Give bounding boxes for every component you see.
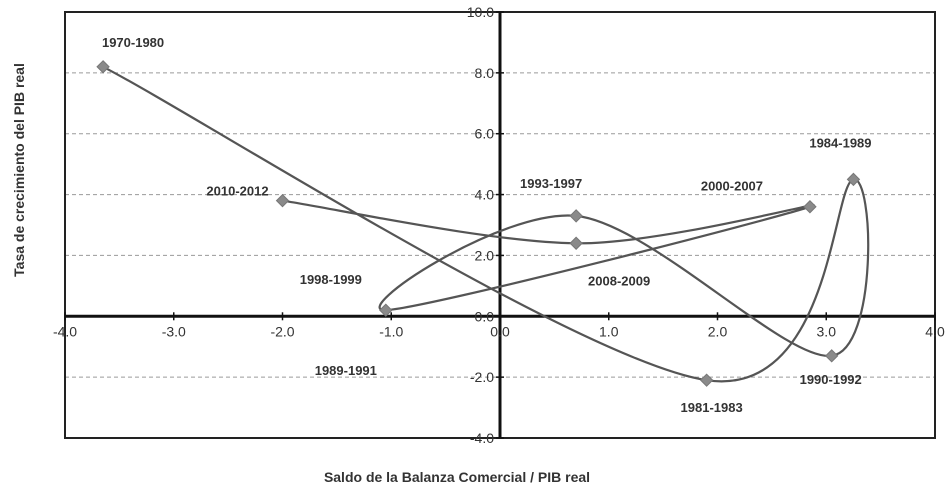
point-label: 1984-1989: [809, 135, 871, 150]
series-line: [102, 65, 870, 383]
data-point-marker: [824, 349, 839, 363]
x-tick-label: 0.0: [490, 323, 510, 339]
x-tick-label: -4.0: [53, 323, 77, 339]
point-label: 1970-1980: [102, 35, 164, 50]
x-tick-label: -1.0: [379, 323, 403, 339]
x-tick-label: -2.0: [270, 323, 294, 339]
data-point-marker: [569, 209, 583, 223]
point-label: 1981-1983: [681, 400, 743, 415]
x-tick-label: 1.0: [599, 323, 619, 339]
y-tick-labels: -4.0 -2.0 0.0 2.0 4.0 6.0 8.0 10.0: [467, 4, 494, 446]
point-labels: 1970-1980 1981-1983 1984-1989 1989-1991 1990…: [102, 35, 872, 415]
x-axis-title: Saldo de la Balanza Comercial / PIB real: [324, 469, 590, 485]
y-tick-label: 8.0: [475, 65, 495, 81]
data-point-marker: [699, 373, 714, 387]
point-label: 2010-2012: [206, 184, 268, 199]
y-tick-label: 6.0: [475, 126, 495, 142]
axes: [64, 11, 936, 439]
point-label: 1990-1992: [800, 372, 862, 387]
y-tick-label: -4.0: [470, 430, 494, 446]
y-tick-label: 4.0: [475, 187, 495, 203]
y-tick-label: -2.0: [470, 369, 494, 385]
x-tick-labels: -4.0 -3.0 -2.0 -1.0 0.0 1.0 2.0 3.0 4.0: [53, 323, 945, 339]
x-tick-label: 2.0: [708, 323, 728, 339]
point-label: 2008-2009: [588, 273, 650, 288]
data-point-marker: [569, 236, 583, 250]
data-point-marker: [803, 200, 817, 214]
x-tick-label: -3.0: [162, 323, 186, 339]
point-label: 1989-1991: [315, 363, 377, 378]
data-markers: [96, 60, 861, 387]
point-label: 2000-2007: [701, 179, 763, 194]
x-tick-label: 4.0: [925, 323, 945, 339]
series-curves: [102, 65, 870, 383]
y-tick-label: 0.0: [475, 308, 495, 324]
y-axis-title: Tasa de crecimiento del PIB real: [11, 63, 27, 277]
data-point-marker: [379, 303, 393, 317]
data-point-marker: [846, 172, 861, 187]
point-label: 1993-1997: [520, 176, 582, 191]
y-tick-label: 10.0: [467, 4, 494, 20]
y-tick-label: 2.0: [475, 247, 495, 263]
data-point-marker: [96, 60, 110, 74]
data-point-marker: [275, 193, 290, 208]
point-label: 1998-1999: [300, 272, 362, 287]
x-tick-label: 3.0: [817, 323, 837, 339]
